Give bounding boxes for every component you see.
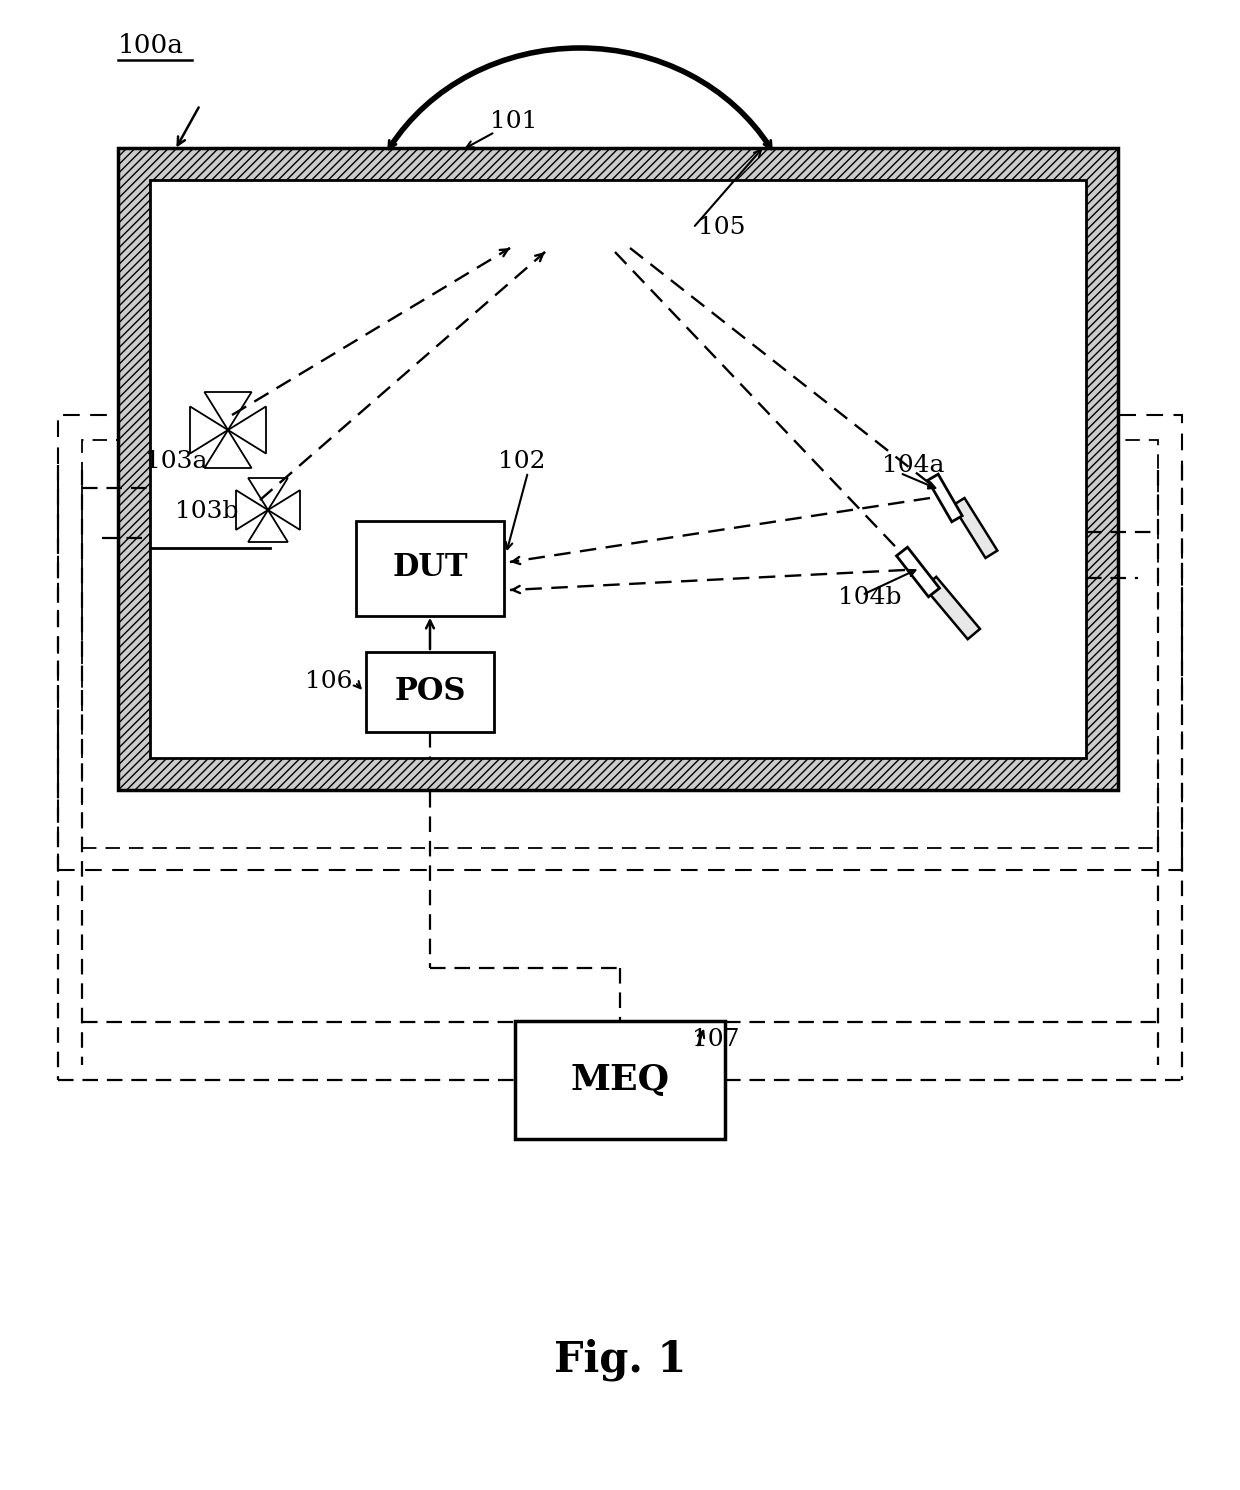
Text: 102: 102 [498, 450, 546, 474]
Text: POS: POS [394, 676, 466, 708]
Text: 105: 105 [698, 216, 745, 240]
Text: Fig. 1: Fig. 1 [554, 1338, 686, 1381]
Text: 104b: 104b [838, 587, 901, 609]
Text: 104a: 104a [882, 453, 945, 477]
Polygon shape [952, 498, 997, 557]
Text: DUT: DUT [392, 553, 467, 584]
Text: 103a: 103a [145, 450, 207, 474]
Bar [150, 180, 1086, 758]
Polygon shape [897, 547, 940, 597]
Bar [82, 440, 1158, 848]
Bar [515, 1021, 725, 1138]
Text: 103b: 103b [175, 501, 238, 523]
Text: 107: 107 [692, 1028, 739, 1052]
Bar [118, 148, 1118, 790]
Polygon shape [924, 577, 980, 639]
Bar [58, 416, 1182, 870]
Bar [366, 653, 494, 732]
Text: 101: 101 [490, 110, 537, 134]
Polygon shape [928, 474, 962, 522]
Text: 100a: 100a [118, 33, 184, 58]
Text: 106: 106 [305, 670, 352, 693]
Bar [356, 522, 503, 615]
Text: MEQ: MEQ [570, 1062, 670, 1097]
